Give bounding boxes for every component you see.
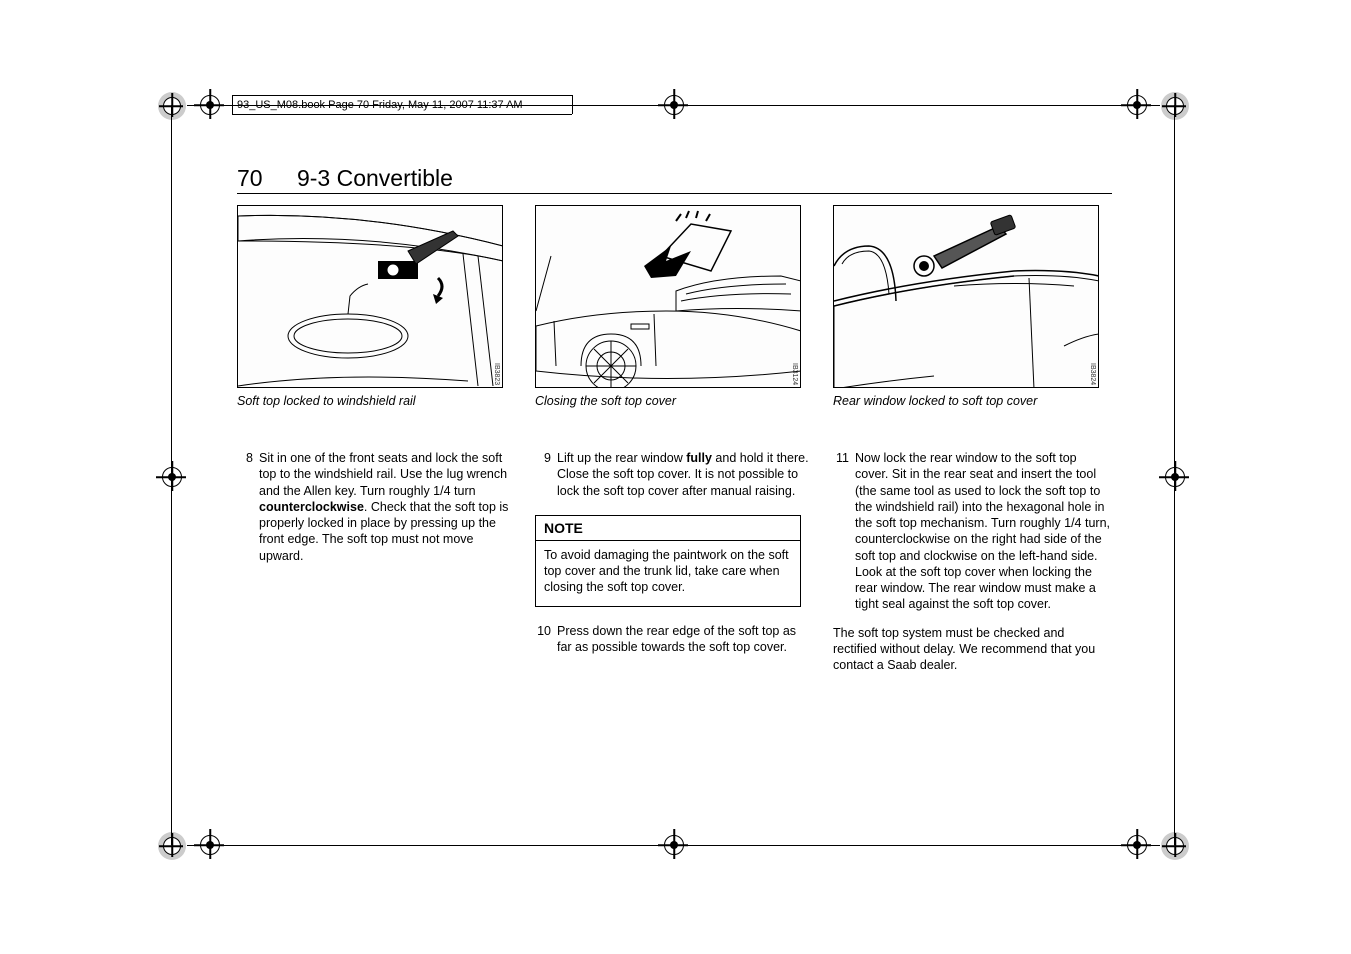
step-number: 9 [535,450,557,499]
header-border [232,114,572,115]
figure-rear-window-lock: IB3824 [833,205,1099,388]
windshield-lock-illustration [238,206,503,388]
step-text-bold: counterclockwise [259,500,364,514]
crop-mark-bl [158,832,186,860]
reg-mark-left [162,467,182,487]
figure-windshield-lock: IB3823 [237,205,503,388]
crop-line-bottom [187,845,1160,846]
crop-mark-tl [158,92,186,120]
figure-closing-cover: IB3124 [535,205,801,388]
step-text: Now lock the rear window to the soft top… [855,450,1111,613]
reg-mark-right [1165,467,1185,487]
step-11: 11 Now lock the rear window to the soft … [833,450,1111,613]
step-text: Sit in one of the front seats and lock t… [259,450,515,564]
section-title: 9-3 Convertible [297,165,453,191]
step-text-part: Lift up the rear window [557,451,686,465]
figure-id: IB3124 [791,363,798,385]
crop-mark-tr [1161,92,1189,120]
header-border [232,95,233,114]
header-filename: 93_US_M08.book Page 70 Friday, May 11, 2… [237,99,523,111]
column-3: IB3824 Rear window locked to soft top co… [833,205,1111,673]
page-number: 70 [237,165,263,191]
content-area: IB3823 Soft top locked to windshield rai… [237,205,1112,673]
figure-caption-3: Rear window locked to soft top cover [833,394,1111,408]
note-header: NOTE [536,516,800,541]
step-number: 8 [237,450,259,564]
step-8: 8 Sit in one of the front seats and lock… [237,450,515,564]
header-border [232,95,572,96]
column-1: IB3823 Soft top locked to windshield rai… [237,205,515,673]
page-heading: 70 9-3 Convertible [237,165,453,192]
note-body: To avoid damaging the paintwork on the s… [536,541,800,606]
step-text: Press down the rear edge of the soft top… [557,623,813,656]
figure-caption-2: Closing the soft top cover [535,394,813,408]
step-text: Lift up the rear window fully and hold i… [557,450,813,499]
step-10: 10 Press down the rear edge of the soft … [535,623,813,656]
step-number: 11 [833,450,855,613]
figure-caption-1: Soft top locked to windshield rail [237,394,515,408]
header-border [572,95,573,114]
crop-line-left [171,105,172,845]
note-box: NOTE To avoid damaging the paintwork on … [535,515,801,607]
step-text-bold: fully [686,451,712,465]
step-9: 9 Lift up the rear window fully and hold… [535,450,813,499]
column-2: IB3124 Closing the soft top cover 9 Lift… [535,205,813,673]
crop-line-right [1174,105,1175,845]
closing-paragraph: The soft top system must be checked and … [833,625,1111,674]
figure-id: IB3823 [493,363,500,385]
step-number: 10 [535,623,557,656]
closing-cover-illustration [536,206,801,388]
figure-id: IB3824 [1089,363,1096,385]
crop-mark-br [1161,832,1189,860]
heading-underline [237,193,1112,194]
step-text-part: Sit in one of the front seats and lock t… [259,451,507,498]
rear-window-lock-illustration [834,206,1099,388]
